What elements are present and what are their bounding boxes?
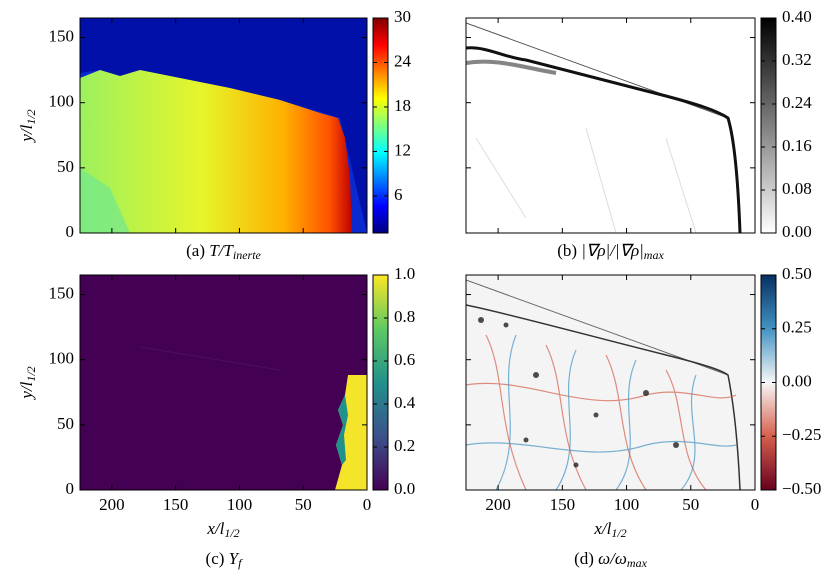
y-axis-label-sub: 1/2 xyxy=(24,366,38,381)
colorbar-tick-label: 12 xyxy=(394,140,411,159)
temperature-field xyxy=(80,18,367,233)
colorbar-tick-label: 0.16 xyxy=(782,136,812,155)
axes-frame xyxy=(79,274,368,491)
caption: (c) Yf xyxy=(206,549,244,570)
x-tick-label: 50 xyxy=(295,495,312,514)
axes-frame xyxy=(79,17,368,234)
caption-sub: max xyxy=(644,248,665,262)
caption-sub: inerte xyxy=(233,248,262,262)
caption-sub: f xyxy=(238,556,243,570)
density-gradient-field xyxy=(466,18,755,233)
x-axis-label-sub: 1/2 xyxy=(224,526,239,540)
caption-prefix: (b) xyxy=(557,241,577,260)
x-tick-label: 0 xyxy=(751,495,760,514)
colorbar-tick-label: 6 xyxy=(394,185,403,204)
y-tick-label: 150 xyxy=(49,283,75,302)
caption-prefix: (d) xyxy=(574,549,594,568)
colorbar-tick-label: 0.00 xyxy=(782,371,812,390)
y-tick-label: 50 xyxy=(57,157,74,176)
caption-base: Y xyxy=(229,549,240,568)
x-tick-label: 0 xyxy=(363,495,372,514)
colorbar-tick-label: 0.0 xyxy=(394,479,415,498)
caption: (b) |∇ρ|/|∇ρ|max xyxy=(557,241,664,262)
caption-prefix: (c) xyxy=(206,549,225,568)
y-axis-label: y/l1/2 xyxy=(17,109,38,143)
colorbar-tick-label: 0.40 xyxy=(782,7,812,26)
colorbar-tick-label: 0.00 xyxy=(782,222,812,241)
colorbar-tick-label: 1.0 xyxy=(394,264,415,283)
x-axis-label-base: x/l xyxy=(206,519,224,538)
colorbar-tick-label: 0.6 xyxy=(394,350,415,369)
axes-frame xyxy=(465,17,756,234)
x-tick-label: 100 xyxy=(614,495,640,514)
x-tick-label: 50 xyxy=(682,495,699,514)
x-tick-label: 100 xyxy=(227,495,253,514)
y-axis-label-sub: 1/2 xyxy=(24,109,38,124)
vorticity-field xyxy=(466,275,755,490)
colorbar xyxy=(760,17,777,234)
y-axis-label: y/l1/2 xyxy=(17,366,38,400)
x-tick-label: 150 xyxy=(550,495,576,514)
colorbar-tick-label: −0.25 xyxy=(782,425,821,444)
x-tick-label: 200 xyxy=(485,495,511,514)
x-axis-label: x/l1/2 xyxy=(593,519,626,540)
colorbar-tick-label: 0.8 xyxy=(394,307,415,326)
y-tick-label: 150 xyxy=(49,26,75,45)
colorbar-tick-label: 18 xyxy=(394,96,411,115)
colorbar-tick-label: 0.32 xyxy=(782,50,812,69)
y-tick-label: 100 xyxy=(49,349,75,368)
caption-sub: max xyxy=(627,556,648,570)
colorbar xyxy=(372,274,389,491)
x-axis-label-base: x/l xyxy=(593,519,611,538)
x-tick-label: 150 xyxy=(163,495,189,514)
x-tick-label: 200 xyxy=(99,495,125,514)
colorbar-tick-label: 0.08 xyxy=(782,179,812,198)
caption-base: |∇ρ|/|∇ρ| xyxy=(581,241,643,260)
colorbar-tick-label: 0.4 xyxy=(394,393,416,412)
caption: (a) T/Tinerte xyxy=(186,241,261,262)
colorbar-tick-label: 0.25 xyxy=(782,318,812,337)
caption: (d) ω/ωmax xyxy=(574,549,647,570)
colorbar-tick-label: 0.50 xyxy=(782,264,812,283)
y-tick-label: 100 xyxy=(49,92,75,111)
y-tick-label: 0 xyxy=(66,222,75,241)
colorbar xyxy=(372,17,389,234)
caption-base: ω/ω xyxy=(598,549,627,568)
y-axis-label-base: y/l xyxy=(17,381,36,400)
colorbar-tick-label: 0.2 xyxy=(394,436,415,455)
fuel-fraction-field xyxy=(80,275,367,490)
caption-prefix: (a) xyxy=(186,241,205,260)
axes-frame xyxy=(465,274,756,491)
x-axis-label-sub: 1/2 xyxy=(611,526,626,540)
x-axis-label: x/l1/2 xyxy=(206,519,239,540)
y-tick-label: 50 xyxy=(57,414,74,433)
caption-base: T/T xyxy=(209,241,234,260)
colorbar-tick-label: −0.50 xyxy=(782,479,821,498)
y-axis-label-base: y/l xyxy=(17,124,36,143)
colorbar-tick-label: 0.24 xyxy=(782,93,812,112)
y-tick-label: 0 xyxy=(66,479,75,498)
colorbar-tick-label: 30 xyxy=(394,7,411,26)
colorbar-tick-label: 24 xyxy=(394,51,412,70)
